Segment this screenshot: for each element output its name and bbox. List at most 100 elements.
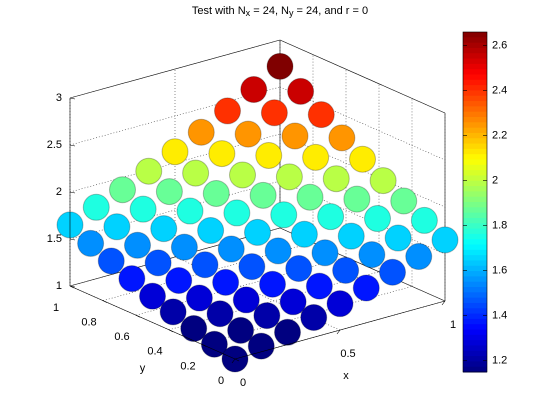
colorbar-swatch (463, 132, 487, 139)
data-point (77, 229, 105, 257)
data-point (266, 52, 294, 80)
colorbar-frame (462, 31, 488, 373)
data-point (332, 256, 360, 284)
colorbar-swatch (463, 302, 487, 309)
data-point (290, 220, 318, 248)
colorbar-swatch (463, 37, 487, 44)
y-tick-label: 0.6 (114, 331, 129, 343)
data-point (405, 243, 433, 271)
data-point (187, 118, 215, 146)
z-tick-label: 2 (56, 186, 62, 198)
y-tick-label: 0.2 (180, 360, 195, 372)
data-point (369, 167, 397, 195)
colorbar-tick-label: 1.6 (492, 265, 507, 277)
data-point (247, 332, 275, 360)
grid-line (279, 39, 446, 114)
colorbar-swatch (463, 265, 487, 272)
data-point (124, 231, 151, 259)
data-point (364, 205, 391, 233)
data-point (275, 163, 303, 191)
data-point (270, 201, 298, 229)
colorbar-swatch (463, 260, 487, 267)
colorbar-tick-label: 2.2 (492, 129, 507, 141)
colorbar-swatch (463, 138, 487, 145)
colorbar-swatch (463, 63, 487, 70)
grid-line (69, 86, 281, 146)
data-point (384, 224, 412, 252)
data-point (358, 241, 386, 269)
data-point (135, 157, 163, 185)
z-tick-label: 3 (56, 92, 62, 104)
data-point (238, 253, 266, 281)
data-point (191, 251, 219, 279)
data-point (253, 302, 281, 330)
colorbar-swatch (463, 324, 487, 330)
data-point (129, 195, 157, 223)
colorbar-swatch (463, 164, 487, 171)
colorbar-swatch (463, 90, 487, 97)
data-point (279, 288, 307, 316)
data-point (311, 239, 339, 267)
data-point (307, 101, 335, 129)
data-point (139, 282, 166, 310)
data-point (223, 199, 251, 227)
x-tick-label: 1 (450, 319, 456, 331)
colorbar-swatch (463, 356, 487, 362)
data-point (197, 217, 225, 245)
colorbar-swatch (463, 345, 487, 352)
colorbar-swatch (463, 249, 487, 256)
y-tick (102, 300, 108, 303)
title-part: = 24, N (250, 5, 289, 17)
data-point (208, 140, 236, 168)
data-point (255, 141, 283, 169)
data-point (305, 272, 333, 300)
data-point (182, 159, 210, 187)
colorbar-swatch (463, 85, 487, 91)
data-point (249, 181, 277, 209)
colorbar-swatch (463, 212, 487, 219)
data-point (206, 300, 234, 328)
z-tick-label: 1.5 (47, 233, 62, 245)
x-tick (231, 358, 236, 364)
y-axis-label: y (140, 362, 146, 374)
y-tick-label: 1 (53, 302, 59, 314)
colorbar-swatch (463, 154, 487, 160)
data-point (244, 218, 271, 246)
colorbar-swatch (463, 217, 487, 224)
data-point (431, 226, 459, 254)
colorbar-tick-label: 1.2 (492, 355, 507, 367)
colorbar-swatch (463, 58, 487, 65)
colorbar-swatch (463, 308, 487, 315)
data-point (176, 197, 204, 225)
colorbar-swatch (463, 239, 487, 245)
data-point (260, 99, 288, 127)
title-part: x (246, 8, 251, 18)
data-point (144, 249, 172, 277)
data-point (337, 222, 365, 250)
colorbar-swatch (463, 276, 487, 283)
x-tick-label: 0 (240, 377, 246, 389)
data-point (165, 266, 193, 294)
data-point (410, 206, 438, 234)
data-point (352, 274, 380, 302)
y-tick-label: 0.8 (81, 317, 96, 329)
x-axis-label: x (343, 370, 349, 382)
grid-line (69, 39, 281, 99)
data-point (296, 183, 324, 211)
z-tick (69, 238, 76, 241)
data-point (234, 120, 262, 148)
y-tick (201, 344, 207, 347)
data-point (227, 316, 255, 344)
chart-title: Test with Nx = 24, Ny = 24, and r = 0 (192, 5, 368, 18)
y-tick-label: 0 (218, 375, 224, 387)
data-point (232, 286, 260, 314)
colorbar-tick-label: 1.4 (492, 310, 507, 322)
y-tick (234, 358, 240, 362)
data-point (349, 145, 376, 173)
data-point (322, 165, 350, 193)
data-point (170, 233, 198, 261)
colorbar-swatch (463, 329, 487, 336)
x-tick-label: 0.5 (340, 348, 355, 360)
data-point (343, 185, 371, 213)
